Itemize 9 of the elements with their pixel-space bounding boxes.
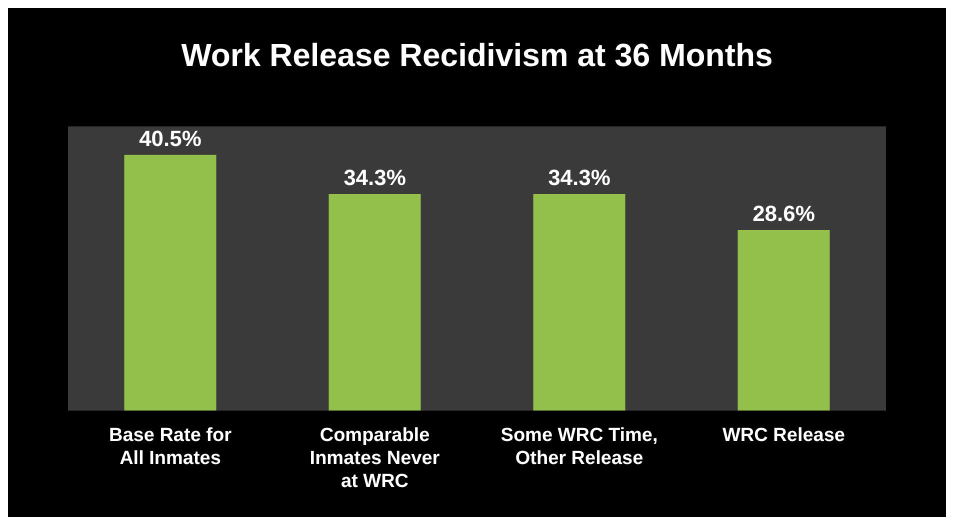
x-tick-label: WRC Release [722,425,845,446]
chart-title: Work Release Recidivism at 36 Months [181,37,773,74]
data-label: 28.6% [752,201,815,226]
x-tick-label: Some WRC Time, Other Release [500,425,658,470]
x-tick-label: Base Rate for All Inmates [109,425,232,470]
data-label: 34.3% [344,165,406,190]
data-label: 40.5% [139,126,202,151]
data-label: 34.3% [548,165,610,190]
x-tick-label: Comparable Inmates Never at WRC [310,425,440,492]
